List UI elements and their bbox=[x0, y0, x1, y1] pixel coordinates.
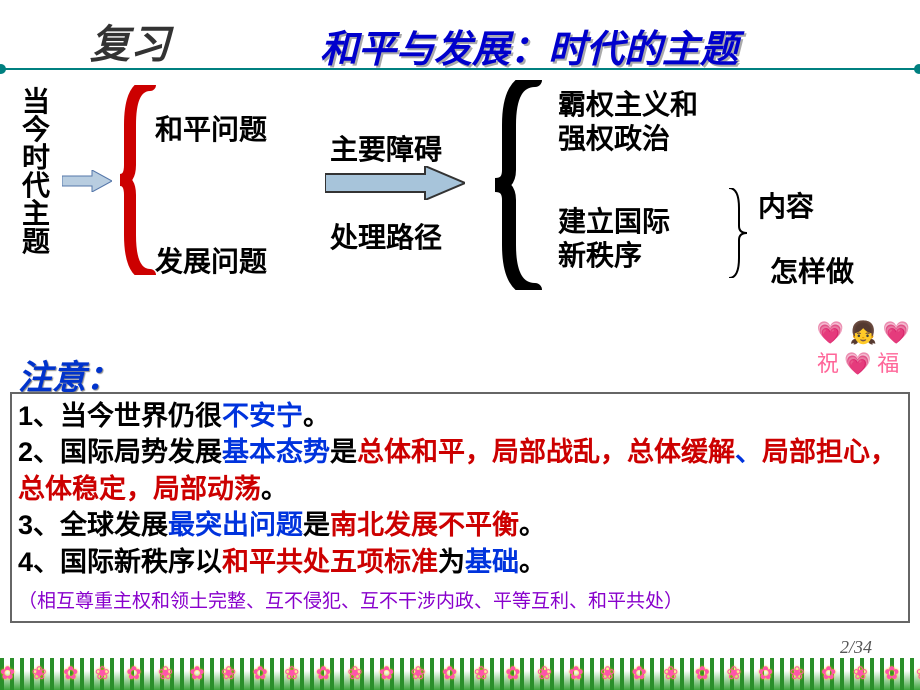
divider bbox=[0, 68, 920, 70]
page-number: 2/34 bbox=[840, 637, 872, 658]
black-brace-icon bbox=[495, 80, 545, 290]
hege-line1: 霸权主义和 bbox=[558, 89, 698, 120]
note-4: 4、国际新秩序以和平共处五项标准为基础。 bbox=[18, 544, 902, 580]
notes-box: 1、当今世界仍很不安宁。 2、国际局势发展基本态势是总体和平，局部战乱，总体缓解… bbox=[10, 392, 910, 623]
mid-obstacle: 主要障碍 bbox=[330, 128, 442, 168]
right-hegemony: 霸权主义和 强权政治 bbox=[558, 88, 698, 155]
sub-howto: 怎样做 bbox=[770, 250, 854, 290]
mid-path: 处理路径 bbox=[330, 216, 442, 256]
red-brace-icon bbox=[120, 85, 158, 275]
arrow-right-icon bbox=[62, 170, 112, 192]
note-3: 3、全球发展最突出问题是南北发展不平衡。 bbox=[18, 507, 902, 543]
main-title: 和平与发展：时代的主题 bbox=[320, 18, 738, 73]
note-1: 1、当今世界仍很不安宁。 bbox=[18, 398, 902, 434]
note-5: （相互尊重主权和领土完整、互不侵犯、互不干涉内政、平等互利、和平共处） bbox=[18, 580, 902, 616]
note-2: 2、国际局势发展基本态势是总体和平，局部战乱，总体缓解、局部担心，总体稳定，局部… bbox=[18, 434, 902, 507]
branch-peace: 和平问题 bbox=[155, 108, 267, 148]
flower-border-icon bbox=[0, 658, 920, 690]
concept-diagram: 当今时代主题 和平问题 发展问题 主要障碍 处理路径 霸权主义和 强权政治 建立… bbox=[0, 80, 920, 310]
big-arrow-icon bbox=[325, 166, 465, 200]
branch-development: 发展问题 bbox=[155, 240, 267, 280]
hege-line2: 强权政治 bbox=[558, 123, 670, 154]
divider-dot-left bbox=[0, 64, 6, 74]
divider-dot-right bbox=[914, 64, 920, 74]
sub-content: 内容 bbox=[758, 185, 814, 225]
right-order: 建立国际 新秩序 bbox=[558, 205, 670, 272]
hearts-decor-icon: 💗 👧 💗祝 💗 福 bbox=[817, 320, 910, 378]
order-line2: 新秩序 bbox=[558, 240, 642, 271]
root-label: 当今时代主题 bbox=[22, 88, 52, 256]
order-line1: 建立国际 bbox=[558, 206, 670, 237]
review-label: 复习 bbox=[90, 12, 170, 70]
thin-brace-icon bbox=[725, 188, 749, 278]
